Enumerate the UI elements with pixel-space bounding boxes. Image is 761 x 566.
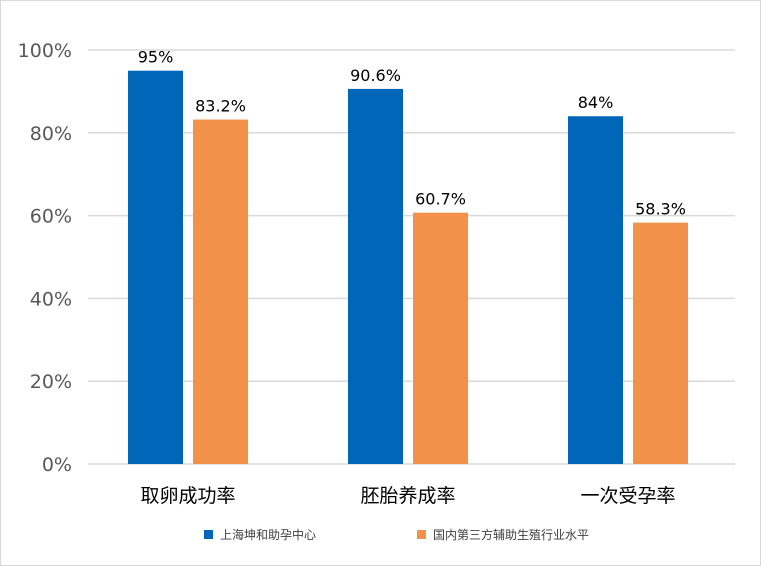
legend-label: 国内第三方辅助生殖行业水平 [433,527,589,542]
bar [568,116,623,465]
data-label: 58.3% [635,200,686,219]
y-tick-label: 80% [30,123,72,145]
data-label: 60.7% [415,190,466,209]
data-label: 95% [138,48,174,67]
data-label: 90.6% [350,66,401,85]
y-tick-label: 0% [42,454,72,476]
x-category-label: 胚胎养成率 [360,485,455,507]
data-label: 83.2% [195,97,246,116]
legend-swatch [417,530,426,539]
y-tick-label: 100% [18,40,72,62]
x-category-label: 一次受孕率 [580,485,675,507]
y-tick-label: 20% [30,371,72,393]
bar [413,212,468,464]
bar [128,70,183,464]
legend-swatch [204,530,213,539]
bar [633,222,688,464]
y-tick-label: 60% [30,206,72,228]
x-category-label: 取卵成功率 [140,485,235,507]
legend-label: 上海坤和助孕中心 [220,527,316,542]
bar [348,88,403,464]
y-tick-label: 40% [30,288,72,310]
data-label: 84% [578,93,614,112]
bar [193,119,248,464]
